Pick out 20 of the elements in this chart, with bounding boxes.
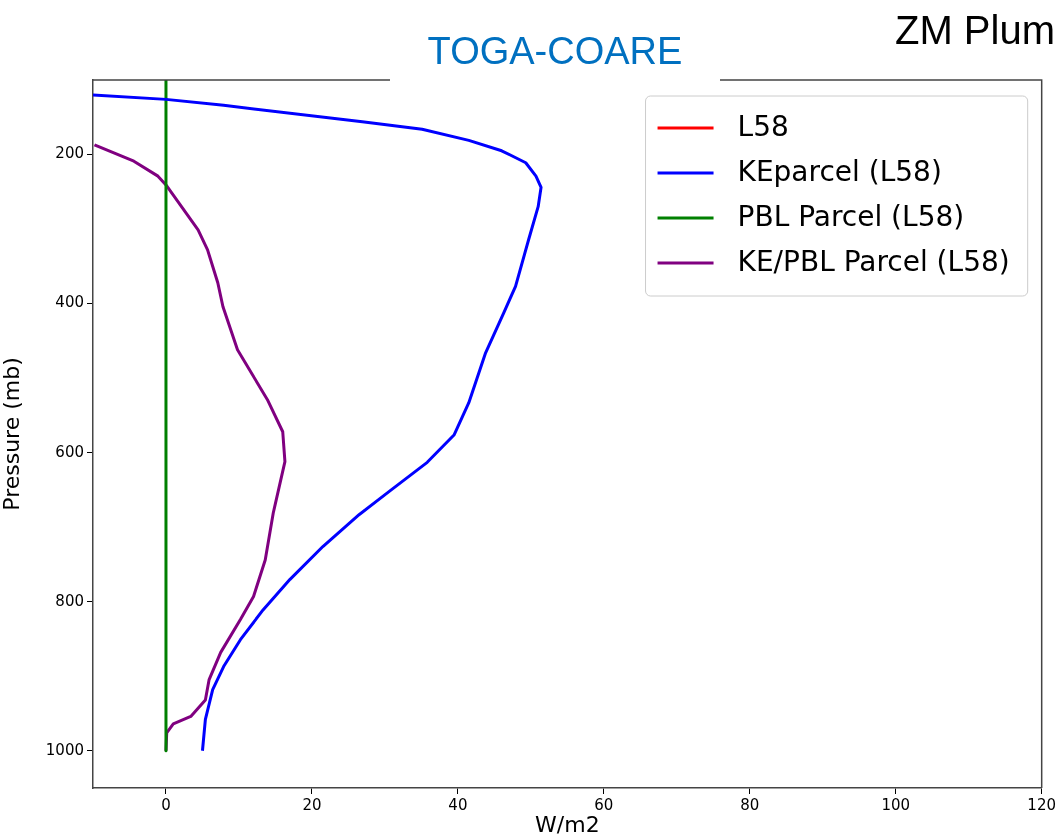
- x-tick-label: 80: [740, 795, 760, 814]
- x-tick-label: 0: [161, 795, 171, 814]
- legend-label: KE/PBL Parcel (L58): [737, 245, 1010, 279]
- text: ZM Plum: [895, 8, 1055, 53]
- y-axis-title: Pressure (mb): [0, 357, 24, 511]
- x-tick-label: 40: [448, 795, 468, 814]
- legend-label: PBL Parcel (L58): [737, 200, 965, 234]
- x-axis-title: W/m2: [535, 811, 600, 837]
- y-tick-label: 800: [55, 591, 84, 610]
- x-tick-label: 60: [594, 795, 614, 814]
- legend-label: L58: [737, 110, 789, 144]
- legend-label: KEparcel (L58): [737, 155, 942, 189]
- y-tick-label: 600: [55, 442, 84, 461]
- y-tick-label: 200: [55, 144, 84, 163]
- y-tick-label: 400: [55, 293, 84, 312]
- x-tick-label: 120: [1027, 795, 1057, 814]
- y-tick-label: 1000: [45, 740, 84, 759]
- x-tick-label: 20: [302, 795, 322, 814]
- x-tick-label: 100: [881, 795, 911, 814]
- chart-title: TOGA-COARE: [390, 18, 720, 82]
